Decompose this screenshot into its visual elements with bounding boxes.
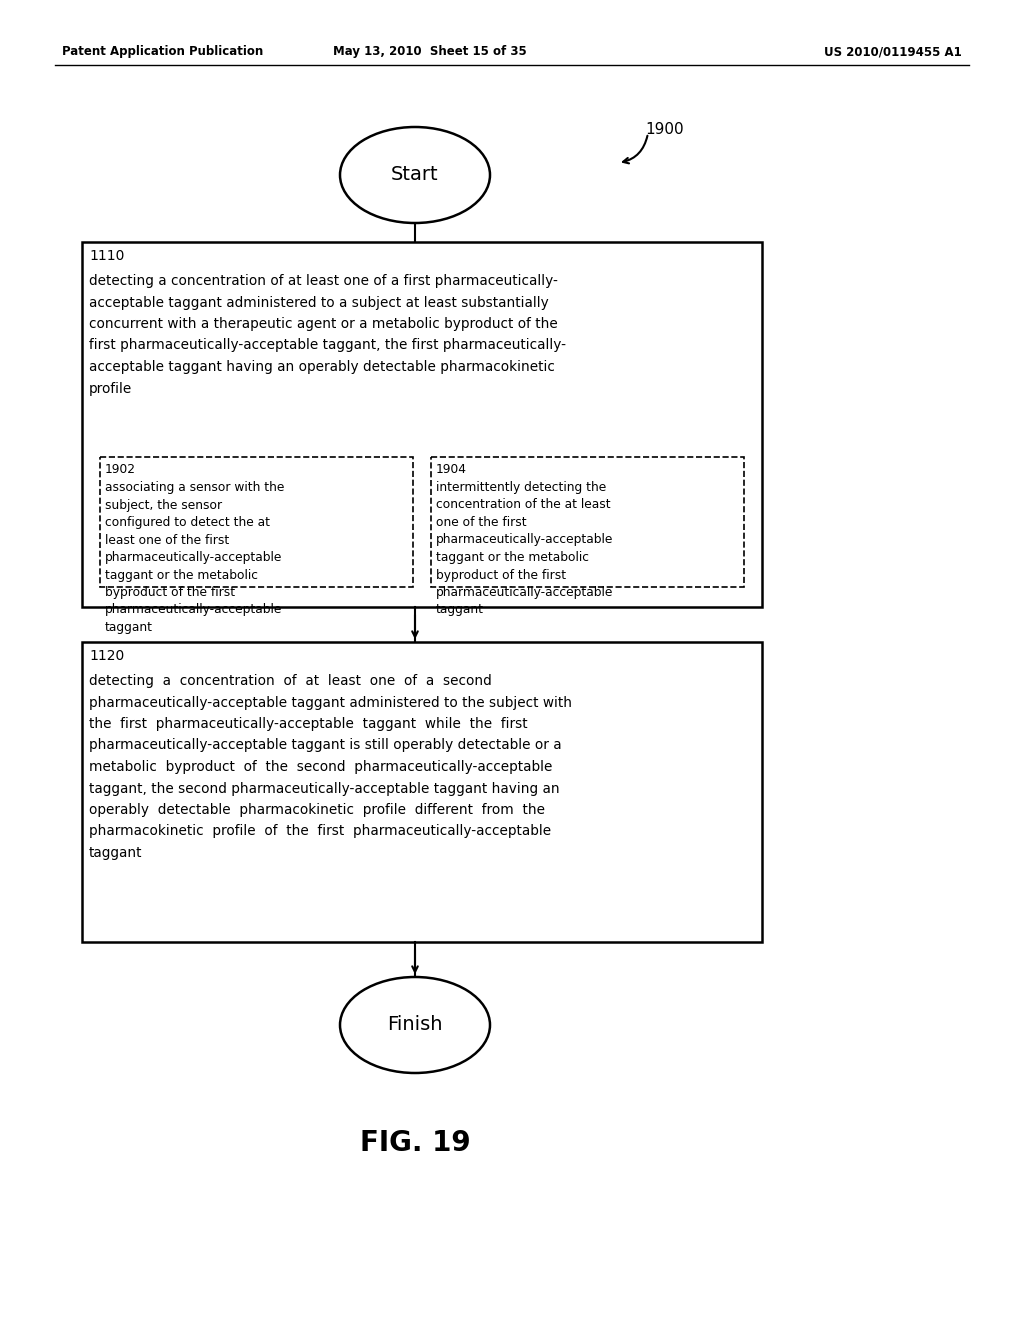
Text: Finish: Finish (387, 1015, 442, 1035)
Text: taggant: taggant (436, 603, 484, 616)
Bar (82, 242, 762, 607)
Text: pharmaceutically-acceptable taggant administered to the subject with: pharmaceutically-acceptable taggant admi… (89, 696, 572, 710)
Text: detecting  a  concentration  of  at  least  one  of  a  second: detecting a concentration of at least on… (89, 675, 492, 688)
Text: associating a sensor with the: associating a sensor with the (105, 480, 285, 494)
Text: May 13, 2010  Sheet 15 of 35: May 13, 2010 Sheet 15 of 35 (333, 45, 527, 58)
Text: taggant or the metabolic: taggant or the metabolic (105, 569, 258, 582)
Text: concentration of the at least: concentration of the at least (436, 499, 610, 511)
Text: first pharmaceutically-acceptable taggant, the first pharmaceutically-: first pharmaceutically-acceptable taggan… (89, 338, 566, 352)
Bar (431, 457, 744, 587)
Text: 1902: 1902 (105, 463, 136, 477)
Text: concurrent with a therapeutic agent or a metabolic byproduct of the: concurrent with a therapeutic agent or a… (89, 317, 558, 331)
Ellipse shape (340, 977, 490, 1073)
Bar (100, 457, 413, 587)
Text: subject, the sensor: subject, the sensor (105, 499, 222, 511)
Bar (82, 642, 762, 942)
Text: profile: profile (89, 381, 132, 396)
Text: detecting a concentration of at least one of a first pharmaceutically-: detecting a concentration of at least on… (89, 275, 558, 288)
Text: 1120: 1120 (89, 649, 124, 663)
Text: Patent Application Publication: Patent Application Publication (62, 45, 263, 58)
Text: acceptable taggant administered to a subject at least substantially: acceptable taggant administered to a sub… (89, 296, 549, 309)
Text: taggant, the second pharmaceutically-acceptable taggant having an: taggant, the second pharmaceutically-acc… (89, 781, 560, 796)
Text: FIG. 19: FIG. 19 (359, 1129, 470, 1158)
Text: the  first  pharmaceutically-acceptable  taggant  while  the  first: the first pharmaceutically-acceptable ta… (89, 717, 527, 731)
Text: pharmaceutically-acceptable taggant is still operably detectable or a: pharmaceutically-acceptable taggant is s… (89, 738, 561, 752)
Text: pharmaceutically-acceptable: pharmaceutically-acceptable (105, 550, 283, 564)
Text: configured to detect the at: configured to detect the at (105, 516, 270, 529)
Text: metabolic  byproduct  of  the  second  pharmaceutically-acceptable: metabolic byproduct of the second pharma… (89, 760, 552, 774)
Text: pharmaceutically-acceptable: pharmaceutically-acceptable (436, 586, 613, 599)
Text: least one of the first: least one of the first (105, 533, 229, 546)
Text: pharmaceutically-acceptable: pharmaceutically-acceptable (105, 603, 283, 616)
Text: intermittently detecting the: intermittently detecting the (436, 480, 606, 494)
Text: 1110: 1110 (89, 249, 124, 263)
Text: taggant: taggant (105, 620, 153, 634)
Text: acceptable taggant having an operably detectable pharmacokinetic: acceptable taggant having an operably de… (89, 360, 555, 374)
Text: Start: Start (391, 165, 439, 185)
Text: pharmaceutically-acceptable: pharmaceutically-acceptable (436, 533, 613, 546)
Text: 1904: 1904 (436, 463, 467, 477)
Text: byproduct of the first: byproduct of the first (436, 569, 566, 582)
Text: US 2010/0119455 A1: US 2010/0119455 A1 (824, 45, 962, 58)
Ellipse shape (340, 127, 490, 223)
Text: taggant or the metabolic: taggant or the metabolic (436, 550, 589, 564)
Text: 1900: 1900 (645, 123, 684, 137)
Text: taggant: taggant (89, 846, 142, 861)
Text: byproduct of the first: byproduct of the first (105, 586, 236, 599)
Text: pharmacokinetic  profile  of  the  first  pharmaceutically-acceptable: pharmacokinetic profile of the first pha… (89, 825, 551, 838)
Text: operably  detectable  pharmacokinetic  profile  different  from  the: operably detectable pharmacokinetic prof… (89, 803, 545, 817)
Text: one of the first: one of the first (436, 516, 526, 529)
